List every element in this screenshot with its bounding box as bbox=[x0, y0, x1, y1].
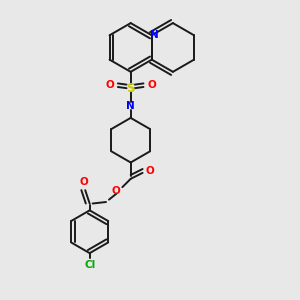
Text: O: O bbox=[147, 80, 156, 90]
Text: O: O bbox=[146, 167, 155, 176]
Text: O: O bbox=[105, 80, 114, 90]
Text: N: N bbox=[126, 101, 135, 111]
Text: Cl: Cl bbox=[84, 260, 95, 270]
Text: O: O bbox=[79, 177, 88, 188]
Text: N: N bbox=[150, 30, 158, 40]
Text: O: O bbox=[111, 186, 120, 196]
Text: S: S bbox=[126, 82, 135, 95]
